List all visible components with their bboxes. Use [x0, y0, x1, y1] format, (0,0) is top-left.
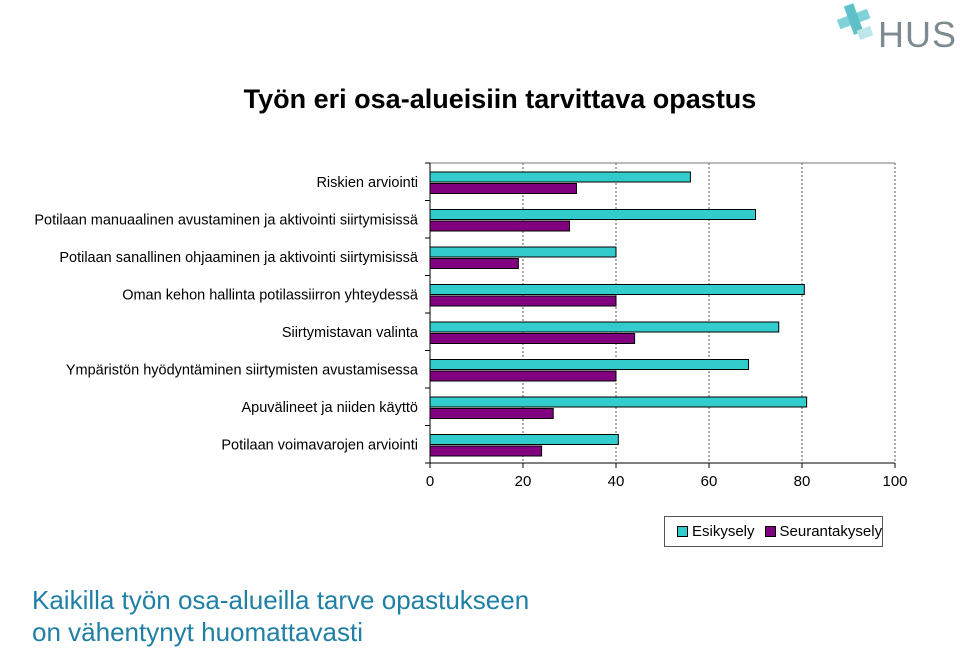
caption-line-1: Kaikilla työn osa-alueilla tarve opastuk… — [32, 585, 530, 615]
bar-seurantakysely — [429, 333, 636, 344]
category-label: Potilaan sanallinen ohjaaminen ja aktivo… — [59, 250, 419, 266]
caption-line-2: on vähentynyt huomattavasti — [32, 617, 363, 647]
bar-seurantakysely — [429, 295, 617, 307]
x-tick-label: 80 — [794, 473, 811, 490]
category-label: Ympäristön hyödyntäminen siirtymisten av… — [66, 363, 419, 379]
bar-esikysely — [429, 396, 808, 408]
x-tick-label: 60 — [701, 473, 718, 490]
bar-seurantakysely — [429, 370, 617, 382]
category-label: Oman kehon hallinta potilassiirron yhtey… — [122, 288, 419, 304]
bar-esikysely — [429, 359, 750, 370]
bar-esikysely — [429, 321, 780, 333]
legend-swatch-seurantakysely — [764, 526, 776, 537]
bar-chart: 0 20 40 60 80 100 Riskien arviointi Potilaan ma… — [34, 162, 908, 490]
x-tick-label: 20 — [515, 473, 532, 490]
chart-legend: Esikysely Seurantakysely — [664, 516, 883, 547]
bar-seurantakysely — [429, 408, 554, 419]
legend-swatch-esikysely — [677, 526, 688, 537]
category-label: Apuvälineet ja niiden käyttö — [241, 400, 418, 416]
legend-item-esikysely: Esikysely — [677, 523, 755, 540]
legend-label-esikysely: Esikysely — [692, 523, 755, 540]
category-label: Riskien arviointi — [316, 175, 418, 191]
bar-esikysely — [429, 209, 756, 220]
category-label: Potilaan voimavarojen arviointi — [221, 438, 418, 454]
bar-esikysely — [429, 434, 619, 445]
legend-label-seurantakysely: Seurantakysely — [779, 523, 883, 540]
category-label: Potilaan manuaalinen avustaminen ja akti… — [34, 213, 419, 229]
bar-seurantakysely — [429, 445, 543, 457]
legend-item-seurantakysely: Seurantakysely — [764, 523, 883, 540]
bar-esikysely — [429, 171, 691, 183]
hus-cross-logo-icon — [836, 3, 874, 41]
x-tick-label: 0 — [426, 473, 434, 490]
bar-seurantakysely — [429, 258, 519, 269]
bar-esikysely — [429, 246, 617, 258]
logo-text: HUS — [878, 14, 958, 55]
bar-seurantakysely — [429, 220, 570, 232]
chart-title: Työn eri osa-alueisiin tarvittava opastu… — [243, 84, 757, 114]
bar-esikysely — [429, 284, 805, 295]
x-tick-label: 100 — [882, 473, 907, 490]
bar-seurantakysely — [429, 183, 577, 194]
x-tick-label: 40 — [608, 473, 625, 490]
category-label: Siirtymistavan valinta — [282, 325, 419, 341]
summary-caption: Kaikilla työn osa-alueilla tarve opastuk… — [32, 584, 529, 648]
